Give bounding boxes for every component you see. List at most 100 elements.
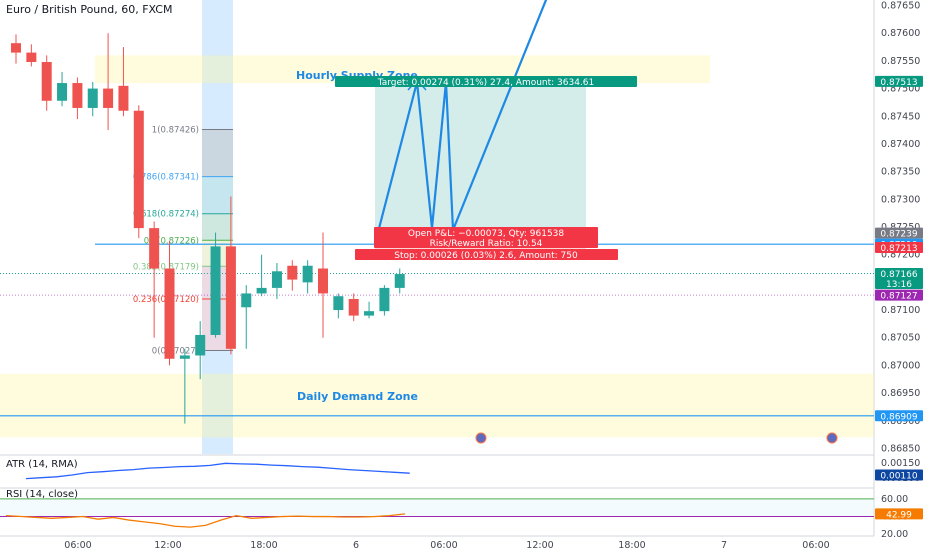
risk-reward-label: Risk/Reward Ratio: 10.54 [430, 239, 543, 249]
price-axis-tick: 0.87000 [881, 360, 920, 371]
price-label-box [875, 75, 923, 87]
rsi-band [0, 498, 874, 517]
candle-body [348, 298, 359, 316]
price-axis-tick: 0.87100 [881, 305, 920, 316]
rsi-label: RSI (14, close) [6, 489, 79, 500]
rsi-value: 42.99 [886, 510, 912, 520]
price-label-box [875, 268, 923, 280]
time-axis-tick: 06:00 [430, 540, 457, 550]
event-marker-icon [826, 432, 838, 444]
target-label: Target: 0.00274 (0.31%) 27.4, Amount: 36… [377, 78, 595, 88]
rsi-axis-tick: 60.00 [881, 494, 908, 505]
daily-demand-zone-label: Daily Demand Zone [297, 390, 418, 403]
time-axis-tick: 06:00 [64, 540, 91, 550]
price-axis-tick: 0.87650 [881, 1, 920, 12]
chart-title: Euro / British Pound, 60, FXCM [6, 3, 173, 16]
candle-body [241, 293, 252, 308]
candle-body [256, 287, 267, 294]
event-marker-icon [475, 432, 487, 444]
price-axis-tick: 0.87350 [881, 167, 920, 178]
price-label: 0.87239 [880, 230, 917, 240]
atr-value-box [875, 469, 923, 481]
price-axis-tick: 0.87450 [881, 111, 920, 122]
candle-body [195, 334, 206, 356]
fib-level-label: 0.382(0.87179) [133, 262, 199, 272]
candle-body [164, 268, 175, 359]
time-axis-tick: 18:00 [618, 540, 645, 550]
candle-body [118, 85, 129, 111]
candle-body [11, 43, 21, 53]
candle-body [271, 271, 282, 288]
stop-label-box [355, 249, 618, 260]
price-axis-tick: 0.87050 [881, 333, 920, 344]
price-axis-tick: 0.87250 [881, 222, 920, 233]
rsi-line [5, 513, 406, 528]
time-axis-tick: 18:00 [250, 540, 277, 550]
target-label-box [335, 76, 637, 87]
atr-label: ATR (14, RMA) [6, 459, 78, 470]
price-label-box [875, 410, 923, 422]
price-label: 0.87166 [880, 270, 917, 280]
price-axis-tick: 0.87200 [881, 250, 920, 261]
daily-demand-zone [0, 373, 874, 438]
fib-level-label: 0(0.87027) [152, 346, 199, 356]
price-axis-tick: 0.86850 [881, 443, 920, 454]
time-axis-tick: 6 [353, 540, 359, 550]
candle-body [318, 268, 328, 294]
price-label-box [875, 227, 923, 239]
fib-level-label: 0.618(0.87274) [133, 210, 199, 220]
candle-body [87, 88, 98, 108]
price-axis-tick: 0.86950 [881, 388, 920, 399]
candle-body [149, 228, 160, 269]
candle-body [41, 62, 52, 101]
time-axis-tick: 12:00 [526, 540, 553, 550]
price-label: 0.87127 [880, 292, 917, 302]
rsi-axis-tick: 20.00 [881, 529, 908, 540]
price-axis-tick: 0.87400 [881, 139, 920, 150]
candle-body [364, 311, 375, 316]
stop-label: Stop: 0.00026 (0.03%) 2.6, Amount: 750 [394, 251, 578, 261]
atr-axis-tick: 0.00150 [881, 458, 920, 469]
candle-body [225, 246, 236, 349]
candle-body [287, 265, 298, 280]
price-label-box [875, 289, 923, 301]
fib-box [202, 213, 233, 241]
price-axis-tick: 0.87500 [881, 84, 920, 95]
candle-body [133, 110, 144, 229]
candle-body [394, 274, 405, 288]
fib-box [202, 176, 233, 214]
fib-box [202, 129, 233, 177]
price-axis-tick: 0.87300 [881, 194, 920, 205]
atr-line [25, 462, 410, 480]
pnl-label: Open P&L: −0.00073, Qty: 961538 [408, 229, 565, 239]
candle-body [333, 296, 344, 311]
price-label-box [875, 277, 923, 289]
rsi-value-box [875, 508, 923, 520]
pnl-label-box [374, 227, 598, 248]
price-label: 13:16 [886, 280, 912, 290]
price-label: 0.87213 [880, 244, 917, 254]
price-label: 0.86909 [880, 412, 917, 422]
candle-body [72, 83, 83, 108]
time-axis-tick: 06:00 [802, 540, 829, 550]
candle-body [210, 246, 221, 335]
projection-path [374, 0, 548, 241]
fib-level-label: 1(0.87426) [152, 126, 199, 136]
candle-body [179, 355, 190, 359]
candle-body [103, 88, 114, 108]
candle-body [379, 287, 390, 312]
candle-body [26, 52, 37, 63]
fib-level-label: 0.786(0.87341) [133, 173, 199, 183]
price-axis-tick: 0.87600 [881, 28, 920, 39]
candle-body [302, 265, 313, 283]
fib-level-label: 0.5(0.87226) [144, 236, 199, 246]
candle-body [57, 83, 68, 101]
atr-value: 0.00110 [880, 472, 917, 482]
price-label-box [875, 241, 923, 253]
price-axis-tick: 0.87550 [881, 56, 920, 67]
time-axis-tick: 12:00 [154, 540, 181, 550]
price-label: 0.87513 [880, 78, 917, 88]
time-axis-tick: 7 [721, 540, 727, 550]
